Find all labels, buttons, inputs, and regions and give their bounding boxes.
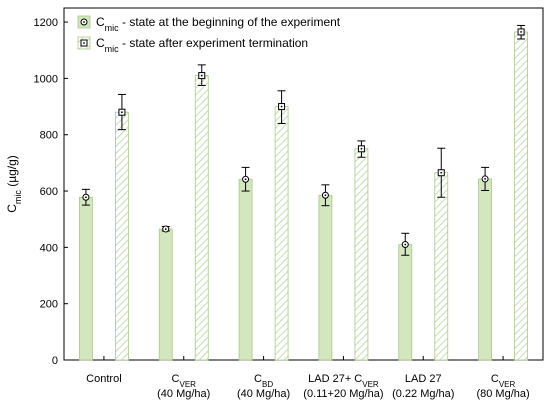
- bar-final: [514, 31, 528, 361]
- bar-final: [194, 75, 209, 361]
- marker-dot: [244, 178, 247, 181]
- marker-dot: [404, 243, 407, 246]
- y-tick-label: 800: [40, 130, 58, 142]
- y-tick-label: 1200: [34, 17, 58, 29]
- x-category-sublabel: (0.11+20 Mg/ha): [303, 388, 383, 400]
- marker-dot: [520, 31, 522, 33]
- marker-dot: [324, 194, 327, 197]
- y-axis-title: Cmic (µg/g): [5, 155, 23, 213]
- x-category-label: LAD 27: [405, 373, 442, 385]
- bar-final: [354, 148, 369, 361]
- marker-dot: [280, 105, 283, 108]
- plot-frame: [63, 7, 544, 361]
- bar-initial: [158, 228, 173, 361]
- bar-final: [434, 172, 449, 361]
- bar-initial: [238, 178, 253, 361]
- marker-dot: [164, 228, 167, 230]
- x-category-sublabel: (40 Mg/ha): [157, 388, 210, 400]
- y-tick-label: 200: [40, 299, 58, 311]
- legend-marker-dot: [83, 21, 85, 23]
- x-category-label: CVER: [491, 373, 516, 389]
- bar-initial: [478, 178, 492, 361]
- bar-initial: [79, 196, 93, 361]
- x-category-sublabel: (0.22 Mg/ha): [392, 388, 454, 400]
- bar-final: [274, 106, 289, 361]
- y-tick-label: 600: [40, 186, 58, 198]
- marker-dot: [121, 111, 123, 114]
- x-category-sublabel: (80 Mg/ha): [476, 388, 529, 400]
- marker-dot: [484, 178, 486, 180]
- plot-area: 0 200 400 600 800 1000 1200 Cmic (µg/g) Control C…: [5, 7, 544, 400]
- marker-dot: [85, 196, 87, 199]
- y-tick-label: 0: [52, 355, 58, 367]
- legend-marker-dot: [83, 42, 85, 44]
- y-tick-label: 400: [40, 242, 58, 254]
- y-tick-label: 1000: [34, 73, 58, 85]
- x-category-label: CVER: [172, 373, 197, 389]
- marker-dot: [360, 147, 363, 150]
- x-category-label: Control: [86, 373, 121, 385]
- x-category-sublabel: (40 Mg/ha): [237, 388, 290, 400]
- x-category-label: CBD: [254, 373, 273, 389]
- marker-dot: [440, 171, 443, 174]
- bar-initial: [318, 194, 333, 361]
- bar-initial: [398, 244, 413, 361]
- legend-label: Cmic - state after experiment terminatio…: [96, 36, 308, 54]
- legend-label: Cmic - state at the beginning of the exp…: [96, 15, 341, 33]
- marker-dot: [200, 74, 203, 77]
- bar-final: [115, 111, 129, 361]
- x-category-label: LAD 27+ CVER: [308, 373, 379, 389]
